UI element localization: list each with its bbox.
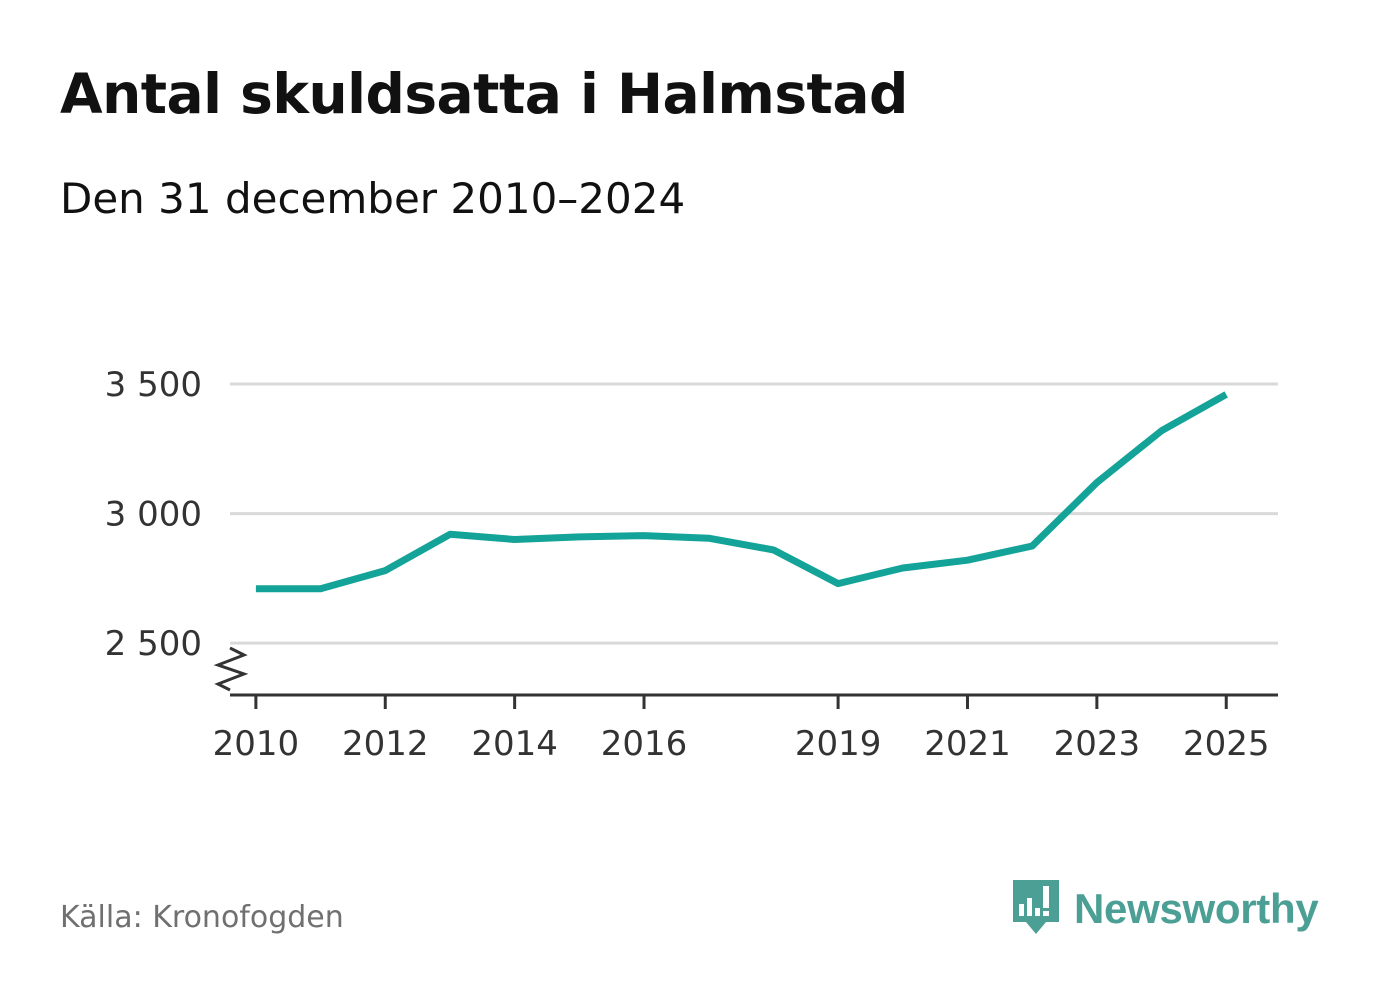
- series: [255, 391, 1228, 593]
- y-axis-labels: 2 500 3 000 3 500: [105, 365, 202, 664]
- y-tick-label: 3 000: [105, 495, 202, 535]
- series-line: [255, 391, 1228, 593]
- newsworthy-logo: Newsworthy: [1010, 878, 1319, 940]
- x-tick-label: 2025: [1183, 724, 1270, 764]
- gridlines: [230, 382, 1278, 645]
- axis-break-marker: [213, 646, 249, 692]
- x-tick-label: 2010: [213, 724, 300, 764]
- bar-chart-icon: [1013, 880, 1059, 934]
- x-tick-label: 2023: [1054, 724, 1141, 764]
- x-tick-label: 2019: [795, 724, 882, 764]
- x-tick-label: 2014: [471, 724, 558, 764]
- brand-name: Newsworthy: [1074, 885, 1319, 932]
- chart-subtitle: Den 31 december 2010–2024: [60, 174, 686, 223]
- x-tick-label: 2021: [924, 724, 1011, 764]
- x-tick-label: 2012: [342, 724, 429, 764]
- x-axis-labels: 2010 2012 2014 2016 2019 2021 2023 2025: [213, 724, 1270, 764]
- y-tick-label: 3 500: [105, 365, 202, 405]
- source-note: Källa: Kronofogden: [60, 900, 344, 935]
- y-tick-label: 2 500: [105, 624, 202, 664]
- chart-title: Antal skuldsatta i Halmstad: [60, 62, 908, 126]
- x-axis: [213, 646, 1278, 709]
- x-tick-label: 2016: [601, 724, 688, 764]
